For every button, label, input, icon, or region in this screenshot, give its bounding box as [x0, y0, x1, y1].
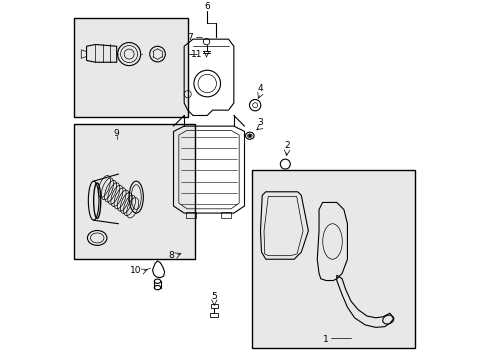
Text: 4: 4 [257, 84, 263, 93]
Bar [210, 313, 218, 317]
Bar [74, 124, 194, 259]
Text: 5: 5 [211, 292, 217, 301]
Text: 8: 8 [168, 251, 174, 260]
Bar [251, 171, 414, 348]
Bar [74, 18, 187, 117]
Text: 7: 7 [187, 33, 193, 42]
Text: 6: 6 [204, 2, 210, 11]
Text: 2: 2 [284, 141, 289, 150]
Bar [221, 212, 231, 219]
Text: 1: 1 [323, 334, 328, 343]
Text: 10: 10 [129, 266, 141, 275]
Bar [185, 212, 196, 219]
Bar [211, 304, 217, 308]
Text: 9: 9 [114, 129, 120, 138]
Circle shape [248, 134, 251, 137]
Text: 3: 3 [257, 118, 263, 127]
Text: 11: 11 [191, 50, 203, 59]
